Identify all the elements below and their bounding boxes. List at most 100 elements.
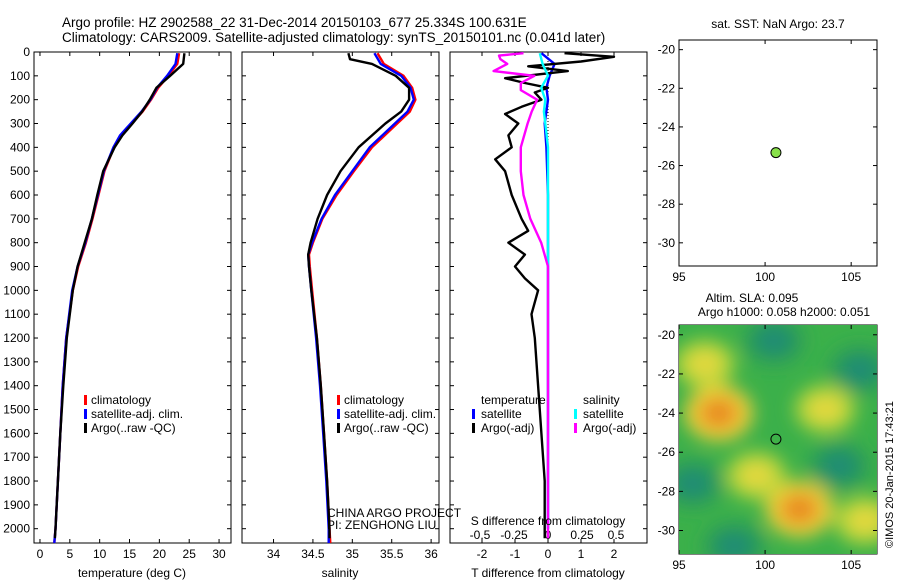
legend-label-t-satellite: satellite [481, 407, 522, 421]
x-tick-label: 30 [212, 547, 226, 561]
series-line-s-argo-adj- [492, 52, 550, 539]
salinity-plot: 34 34.5 35 35.5 36 [242, 51, 439, 561]
legend-label-climatology: climatology [91, 393, 151, 407]
y-tick-label: 100 [10, 69, 30, 83]
legend-swatch-s-argo [574, 423, 577, 433]
sla-anomaly-blob [823, 453, 856, 478]
series-line-satellite-adj-clim- [307, 52, 415, 543]
x-tick-label: 36 [424, 547, 438, 561]
lat-tick-label: -30 [658, 236, 676, 250]
sla-anomaly-blob [757, 328, 790, 353]
y-tick-label: 1500 [3, 403, 30, 417]
legend-label-satellite: satellite-adj. clim. [344, 407, 436, 421]
t-difference-axis-label: T difference from climatology [471, 566, 625, 580]
legend-swatch-satellite [84, 409, 87, 419]
salinity-plot-frame [241, 51, 440, 544]
sla-map-title-line1: Altim. SLA: 0.095 [706, 291, 799, 305]
legend-swatch-satellite [337, 409, 340, 419]
y-tick-label: 1800 [3, 474, 30, 488]
series-line-t-argo-adj- [494, 52, 616, 539]
lat-tick-label: -24 [658, 406, 676, 420]
legend-swatch-t-satellite [472, 409, 475, 419]
y-tick-label: 900 [10, 260, 30, 274]
y-tick-label: 800 [10, 236, 30, 250]
lon-tick-label: 100 [755, 558, 775, 572]
s-tick-label: -0.5 [470, 528, 491, 542]
argo-float-location-marker [770, 147, 782, 159]
y-tick-label: 0 [23, 45, 30, 59]
difference-legend: temperature satellite Argo(-adj) salinit… [472, 393, 636, 435]
sla-anomaly-blob [740, 463, 773, 488]
lat-tick-label: -26 [658, 159, 676, 173]
y-tick-label: 200 [10, 93, 30, 107]
sla-anomaly-blob [848, 508, 877, 533]
legend-label-argo: Argo(..raw -QC) [91, 421, 176, 435]
s-tick-label: 0.25 [570, 528, 594, 542]
figure-title-line2: Climatology: CARS2009. Satellite-adjuste… [62, 30, 605, 45]
temperature-legend: climatology satellite-adj. clim. Argo(..… [84, 393, 183, 435]
s-difference-axis-label: S difference from climatology [471, 514, 626, 528]
salinity-axis-label: salinity [322, 566, 359, 580]
y-tick-label: 600 [10, 188, 30, 202]
lat-tick-label: -30 [658, 524, 676, 538]
legend-title-salinity: salinity [583, 393, 620, 407]
lat-tick-label: -28 [658, 484, 676, 498]
project-credit: CHINA ARGO PROJECT [327, 506, 462, 520]
sst-map-title: sat. SST: NaN Argo: 23.7 [711, 17, 845, 31]
legend-label-climatology: climatology [344, 393, 404, 407]
x-tick-label: 10 [93, 547, 107, 561]
sla-map-title-line2: Argo h1000: 0.058 h2000: 0.051 [698, 305, 870, 319]
sla-map: 95 100 105 -20 -22 -24 -26 -28 -30 [658, 325, 877, 572]
series-line-argo-raw-qc- [307, 52, 411, 539]
lat-tick-label: -24 [658, 120, 676, 134]
y-tick-label: 1400 [3, 379, 30, 393]
imos-watermark: ©IMOS 20-Jan-2015 17:43:21 [884, 401, 896, 548]
t-tick-label: -2 [477, 547, 488, 561]
sst-map: 95 100 105 -20 -22 -24 -26 -28 -30 [658, 40, 877, 284]
x-tick-label: 35 [346, 547, 360, 561]
t-tick-label: 0 [545, 547, 552, 561]
sla-anomaly-blob [698, 397, 739, 430]
lon-tick-label: 100 [755, 270, 775, 284]
x-tick-label: 5 [66, 547, 73, 561]
pi-credit: PI: ZENGHONG LIU [327, 518, 436, 532]
legend-swatch-t-argo [472, 423, 475, 433]
legend-swatch-argo [84, 423, 87, 433]
lon-tick-label: 95 [672, 270, 686, 284]
y-tick-label: 300 [10, 117, 30, 131]
x-tick-label: 34 [267, 547, 281, 561]
sla-anomaly-blob [779, 492, 820, 525]
legend-swatch-argo [337, 423, 340, 433]
s-tick-label: -0.25 [500, 528, 528, 542]
x-tick-label: 34.5 [301, 547, 325, 561]
temperature-axis-label: temperature (deg C) [78, 566, 186, 580]
salinity-legend: climatology satellite-adj. clim. Argo(..… [337, 393, 436, 435]
x-tick-label: 15 [123, 547, 137, 561]
y-tick-label: 500 [10, 164, 30, 178]
x-tick-label: 35.5 [380, 547, 404, 561]
x-tick-label: 20 [153, 547, 167, 561]
argo-float-location-marker [770, 433, 782, 445]
lon-tick-label: 95 [672, 558, 686, 572]
y-tick-label: 700 [10, 212, 30, 226]
sst-map-frame [678, 39, 878, 267]
legend-label-s-satellite: satellite [583, 407, 624, 421]
sla-anomaly-blob [809, 397, 842, 422]
s-tick-label: 0.5 [608, 528, 625, 542]
legend-swatch-s-satellite [574, 409, 577, 419]
lat-tick-label: -22 [658, 367, 676, 381]
t-tick-label: -1 [510, 547, 521, 561]
y-tick-label: 2000 [3, 522, 30, 536]
lon-tick-label: 105 [841, 558, 861, 572]
legend-label-satellite: satellite-adj. clim. [91, 407, 183, 421]
legend-label-s-argo: Argo(-adj) [583, 421, 636, 435]
t-tick-label: 2 [611, 547, 618, 561]
sla-anomaly-blob [688, 352, 721, 377]
temperature-plot: 0 5 10 15 20 25 300100200300400500600700800900… [3, 45, 231, 561]
lat-tick-label: -26 [658, 445, 676, 459]
t-tick-label: 1 [578, 547, 585, 561]
y-tick-label: 1600 [3, 426, 30, 440]
x-tick-label: 25 [183, 547, 197, 561]
lat-tick-label: -28 [658, 197, 676, 211]
